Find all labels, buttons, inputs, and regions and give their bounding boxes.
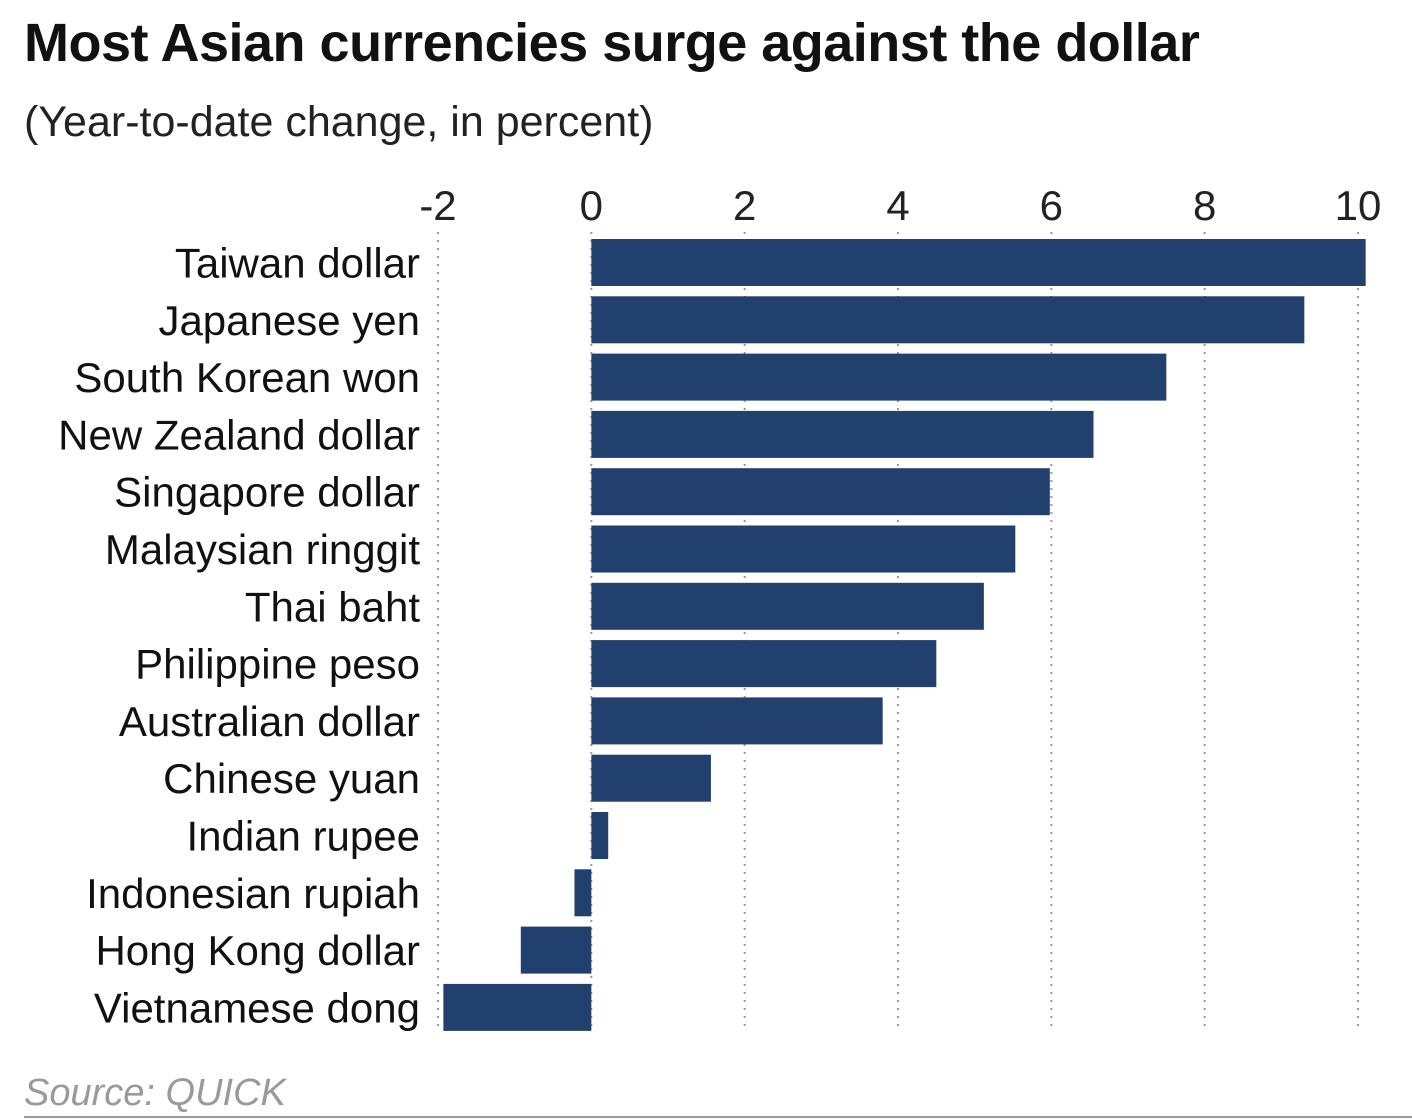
bar-indonesian-rupiah — [574, 869, 592, 917]
chart-title: Most Asian currencies surge against the … — [24, 13, 1200, 73]
category-label: Hong Kong dollar — [95, 927, 420, 974]
bar-hong-kong-dollar — [520, 926, 592, 974]
x-tick-label: 8 — [1193, 182, 1216, 229]
bar-chinese-yuan — [591, 754, 711, 802]
bar-philippine-peso — [591, 640, 937, 688]
category-label: Japanese yen — [158, 297, 420, 344]
category-label: Chinese yuan — [163, 755, 420, 802]
source-note: Source: QUICK — [24, 1072, 286, 1114]
bar-singapore-dollar — [591, 468, 1050, 516]
x-tick-label: -2 — [419, 182, 456, 229]
bar-chart: -2 0 2 4 6 8 10 Taiwan dollar Japanese yen South… — [58, 182, 1381, 1032]
x-tick-label: 0 — [580, 182, 603, 229]
category-label: Indian rupee — [186, 813, 420, 860]
chart-subtitle: (Year-to-date change, in percent) — [24, 98, 654, 146]
category-label: Vietnamese dong — [94, 984, 420, 1031]
category-label: Philippine peso — [135, 641, 420, 688]
category-labels: Taiwan dollar Japanese yen South Korean wo… — [58, 240, 420, 1032]
bar-malaysian-ringgit — [591, 525, 1016, 573]
bars — [443, 239, 1366, 1031]
category-label: South Korean won — [74, 354, 420, 401]
x-tick-label: 4 — [886, 182, 909, 229]
bar-australian-dollar — [591, 697, 883, 745]
bar-indian-rupee — [591, 812, 609, 859]
bottom-divider — [24, 1116, 1412, 1118]
category-label: Singapore dollar — [114, 469, 420, 516]
bar-japanese-yen — [591, 296, 1305, 344]
bar-taiwan-dollar — [591, 239, 1366, 286]
x-tick-label: 2 — [733, 182, 756, 229]
bar-vietnamese-dong — [443, 983, 592, 1031]
category-label: Indonesian rupiah — [86, 870, 420, 917]
x-tick-label: 10 — [1335, 182, 1382, 229]
x-tick-label: 6 — [1040, 182, 1063, 229]
x-axis-ticks: -2 0 2 4 6 8 10 — [419, 182, 1381, 229]
category-label: Australian dollar — [119, 698, 420, 745]
category-label: Thai baht — [245, 583, 420, 630]
bar-new-zealand-dollar — [591, 410, 1094, 458]
bar-thai-baht — [591, 582, 984, 630]
category-label: Taiwan dollar — [175, 240, 420, 287]
bar-south-korean-won — [591, 353, 1167, 401]
category-label: Malaysian ringgit — [105, 526, 420, 573]
category-label: New Zealand dollar — [58, 411, 420, 458]
